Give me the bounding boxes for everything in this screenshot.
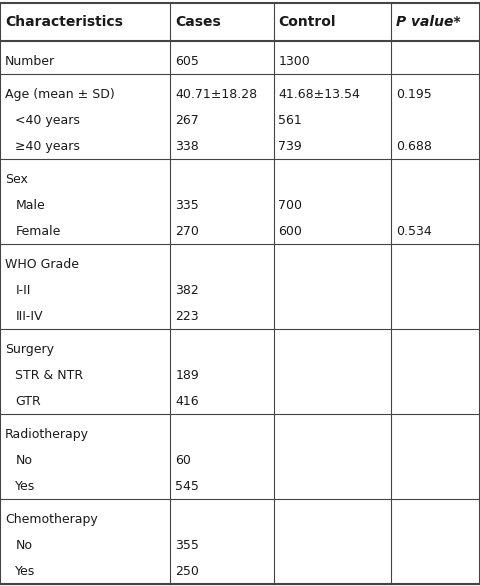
Text: 0.688: 0.688 xyxy=(396,140,432,153)
Text: Characteristics: Characteristics xyxy=(5,15,123,29)
Text: Yes: Yes xyxy=(15,480,36,493)
Text: 1300: 1300 xyxy=(278,55,310,68)
Text: No: No xyxy=(15,539,32,552)
Text: 700: 700 xyxy=(278,199,302,212)
Text: Male: Male xyxy=(15,199,45,212)
Text: 739: 739 xyxy=(278,140,302,153)
Text: 0.534: 0.534 xyxy=(396,225,432,238)
Text: 605: 605 xyxy=(175,55,199,68)
Text: 416: 416 xyxy=(175,395,199,408)
Text: 270: 270 xyxy=(175,225,199,238)
Text: 382: 382 xyxy=(175,284,199,297)
Text: III-IV: III-IV xyxy=(15,310,43,323)
Text: 189: 189 xyxy=(175,369,199,382)
Text: 267: 267 xyxy=(175,114,199,127)
Text: Age (mean ± SD): Age (mean ± SD) xyxy=(5,88,115,101)
Text: 545: 545 xyxy=(175,480,199,493)
Text: 338: 338 xyxy=(175,140,199,153)
Text: 0.195: 0.195 xyxy=(396,88,432,101)
Text: 335: 335 xyxy=(175,199,199,212)
Text: 355: 355 xyxy=(175,539,199,552)
Text: Cases: Cases xyxy=(175,15,221,29)
Text: Female: Female xyxy=(15,225,61,238)
Text: 600: 600 xyxy=(278,225,302,238)
Text: 561: 561 xyxy=(278,114,302,127)
Text: Number: Number xyxy=(5,55,55,68)
Text: 41.68±13.54: 41.68±13.54 xyxy=(278,88,360,101)
Text: I-II: I-II xyxy=(15,284,31,297)
Text: WHO Grade: WHO Grade xyxy=(5,258,79,271)
Text: Radiotherapy: Radiotherapy xyxy=(5,428,89,441)
Text: P value*: P value* xyxy=(396,15,461,29)
Text: Sex: Sex xyxy=(5,173,28,186)
Text: Control: Control xyxy=(278,15,336,29)
Text: STR & NTR: STR & NTR xyxy=(15,369,84,382)
Text: 60: 60 xyxy=(175,454,191,467)
Text: Surgery: Surgery xyxy=(5,343,54,356)
Text: Chemotherapy: Chemotherapy xyxy=(5,513,97,526)
Text: ≥40 years: ≥40 years xyxy=(15,140,80,153)
Text: No: No xyxy=(15,454,32,467)
Text: 250: 250 xyxy=(175,565,199,578)
Text: Yes: Yes xyxy=(15,565,36,578)
Text: GTR: GTR xyxy=(15,395,41,408)
Text: 223: 223 xyxy=(175,310,199,323)
Text: 40.71±18.28: 40.71±18.28 xyxy=(175,88,257,101)
Text: <40 years: <40 years xyxy=(15,114,80,127)
